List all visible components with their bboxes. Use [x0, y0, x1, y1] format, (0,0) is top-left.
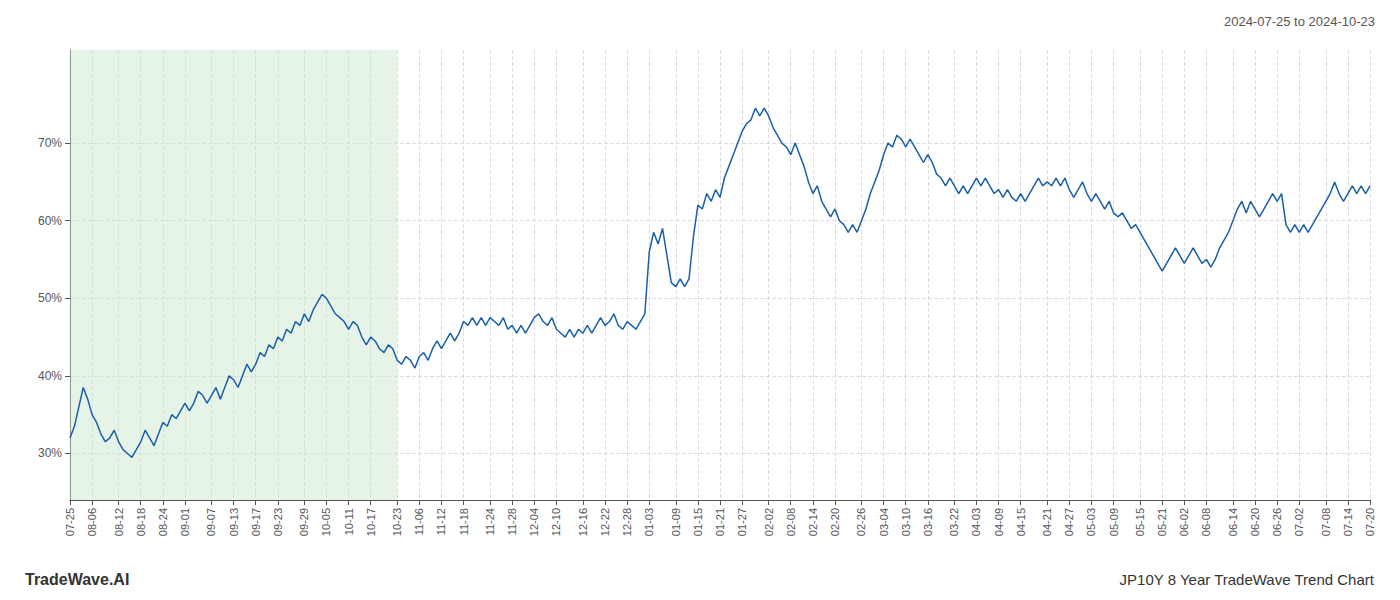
svg-text:01-09: 01-09 — [670, 508, 682, 536]
svg-text:04-15: 04-15 — [1015, 508, 1027, 536]
svg-text:12-10: 12-10 — [550, 508, 562, 536]
svg-text:09-29: 09-29 — [298, 508, 310, 536]
svg-text:04-09: 04-09 — [993, 508, 1005, 536]
svg-text:05-15: 05-15 — [1134, 508, 1146, 536]
svg-text:07-14: 07-14 — [1342, 508, 1354, 536]
svg-text:01-21: 01-21 — [714, 508, 726, 536]
svg-text:01-27: 01-27 — [736, 508, 748, 536]
svg-text:11-24: 11-24 — [484, 508, 496, 535]
svg-text:05-21: 05-21 — [1156, 508, 1168, 536]
svg-text:06-26: 06-26 — [1271, 508, 1283, 536]
svg-text:08-24: 08-24 — [157, 508, 169, 536]
svg-text:08-18: 08-18 — [135, 508, 147, 536]
svg-text:09-07: 09-07 — [205, 508, 217, 536]
svg-text:11-28: 11-28 — [506, 508, 518, 535]
svg-text:12-28: 12-28 — [621, 508, 633, 536]
svg-text:TradeWave.AI: TradeWave.AI — [25, 571, 129, 588]
svg-text:07-25: 07-25 — [64, 508, 76, 536]
svg-text:03-22: 03-22 — [948, 508, 960, 536]
svg-text:04-27: 04-27 — [1063, 508, 1075, 536]
svg-text:02-02: 02-02 — [763, 508, 775, 536]
svg-text:50%: 50% — [38, 291, 62, 305]
svg-text:07-20: 07-20 — [1364, 508, 1376, 536]
svg-text:04-21: 04-21 — [1041, 508, 1053, 536]
svg-text:08-12: 08-12 — [113, 508, 125, 536]
svg-text:12-16: 12-16 — [577, 508, 589, 536]
svg-text:07-02: 07-02 — [1293, 508, 1305, 536]
svg-text:06-08: 06-08 — [1200, 508, 1212, 536]
svg-text:JP10Y 8 Year TradeWave Trend C: JP10Y 8 Year TradeWave Trend Chart — [1120, 571, 1375, 588]
svg-text:04-03: 04-03 — [970, 508, 982, 536]
svg-text:09-23: 09-23 — [272, 508, 284, 536]
svg-text:05-09: 05-09 — [1108, 508, 1120, 536]
svg-text:02-14: 02-14 — [807, 508, 819, 536]
svg-text:10-11: 10-11 — [343, 508, 355, 535]
svg-text:09-17: 09-17 — [250, 508, 262, 536]
svg-text:40%: 40% — [38, 369, 62, 383]
svg-text:06-02: 06-02 — [1178, 508, 1190, 536]
svg-text:06-20: 06-20 — [1249, 508, 1261, 536]
svg-text:30%: 30% — [38, 446, 62, 460]
svg-text:09-13: 09-13 — [228, 508, 240, 536]
svg-text:11-18: 11-18 — [458, 508, 470, 535]
svg-text:02-08: 02-08 — [785, 508, 797, 536]
svg-text:09-01: 09-01 — [179, 508, 191, 536]
svg-text:10-23: 10-23 — [391, 508, 403, 536]
svg-text:11-12: 11-12 — [435, 508, 447, 535]
svg-text:03-04: 03-04 — [878, 508, 890, 536]
svg-text:08-06: 08-06 — [86, 508, 98, 536]
svg-text:60%: 60% — [38, 214, 62, 228]
svg-text:70%: 70% — [38, 136, 62, 150]
svg-text:06-14: 06-14 — [1227, 508, 1239, 536]
svg-text:10-05: 10-05 — [320, 508, 332, 536]
svg-text:01-03: 01-03 — [643, 508, 655, 536]
svg-text:05-03: 05-03 — [1085, 508, 1097, 536]
svg-text:03-10: 03-10 — [900, 508, 912, 536]
svg-text:01-15: 01-15 — [692, 508, 704, 536]
svg-text:02-20: 02-20 — [829, 508, 841, 536]
svg-text:07-08: 07-08 — [1320, 508, 1332, 536]
svg-text:2024-07-25 to 2024-10-23: 2024-07-25 to 2024-10-23 — [1224, 14, 1375, 29]
svg-text:11-06: 11-06 — [413, 508, 425, 535]
svg-text:03-16: 03-16 — [922, 508, 934, 536]
svg-text:10-17: 10-17 — [365, 508, 377, 536]
svg-text:12-04: 12-04 — [528, 508, 540, 536]
svg-text:02-26: 02-26 — [855, 508, 867, 536]
svg-text:12-22: 12-22 — [599, 508, 611, 536]
